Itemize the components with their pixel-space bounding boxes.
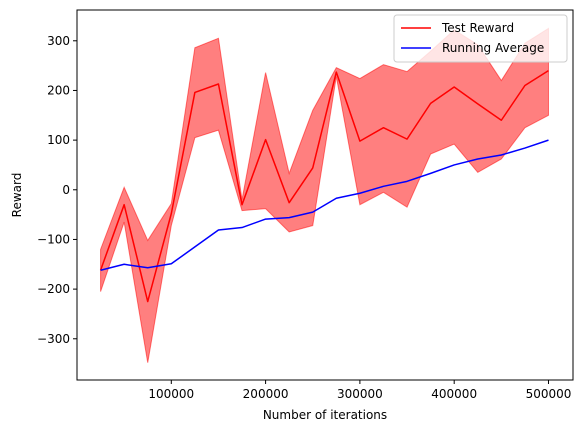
- legend-label-running-average: Running Average: [442, 41, 544, 55]
- running-average-line: [100, 139, 549, 271]
- y-tick-label: −200: [37, 282, 70, 296]
- test-reward-band: [100, 27, 549, 363]
- plot-frame: [76, 9, 574, 381]
- legend: Test Reward Running Average: [393, 14, 568, 63]
- confidence-bands: [100, 27, 549, 363]
- y-tick-label: 0: [62, 183, 70, 197]
- x-axis-ticks: 100000 200000 300000 400000 500000: [148, 380, 571, 401]
- y-tick-label: 100: [47, 133, 70, 147]
- x-tick-label: 500000: [526, 387, 572, 401]
- test-reward-line: [99, 69, 549, 303]
- x-axis-label: Number of iterations: [263, 408, 387, 422]
- x-tick-label: 400000: [431, 387, 477, 401]
- x-tick-label: 300000: [337, 387, 383, 401]
- x-tick-label: 200000: [243, 387, 289, 401]
- legend-label-test-reward: Test Reward: [441, 21, 514, 35]
- y-tick-label: 300: [47, 34, 70, 48]
- y-axis-label: Reward: [10, 173, 24, 218]
- y-tick-label: 200: [47, 83, 70, 97]
- series-lines: [99, 69, 549, 303]
- y-tick-label: −300: [37, 332, 70, 346]
- y-axis-ticks: −300 −200 −100 0 100 200 300: [37, 34, 77, 346]
- y-tick-label: −100: [37, 232, 70, 246]
- legend-box: [393, 14, 568, 63]
- x-tick-label: 100000: [148, 387, 194, 401]
